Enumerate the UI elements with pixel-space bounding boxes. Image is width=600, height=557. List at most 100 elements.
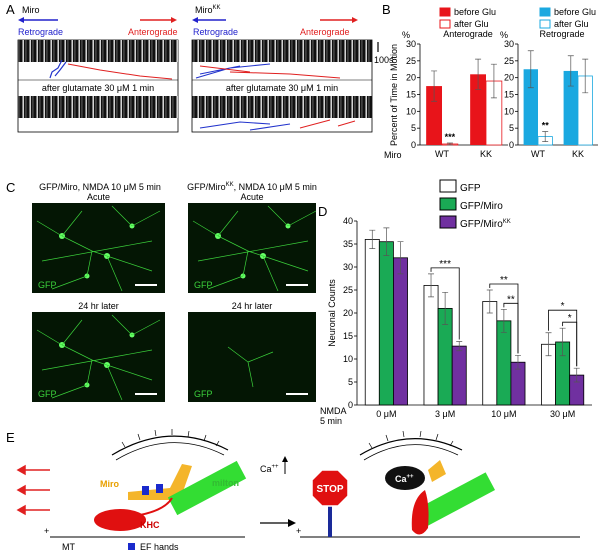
x-tick-label: KK xyxy=(480,149,492,159)
y-axis-title: Neuronal Counts xyxy=(327,279,337,347)
y-tick-label: 25 xyxy=(343,285,353,295)
y-axis-title: Percent of Time in Motion xyxy=(389,44,399,146)
bar xyxy=(563,70,578,145)
error-bar xyxy=(500,308,507,333)
error-bar xyxy=(475,58,482,90)
arrowhead xyxy=(192,17,198,23)
bar xyxy=(378,241,394,406)
direction-label: Retrograde xyxy=(193,27,238,37)
y-tick-label: 25 xyxy=(504,56,514,66)
micrograph xyxy=(188,312,316,402)
error-bar xyxy=(559,327,566,357)
direction-label: Retrograde xyxy=(18,27,63,37)
scale-label: 100s xyxy=(374,55,394,65)
x-tick-label: 30 μM xyxy=(550,409,575,419)
y-tick-label: 30 xyxy=(406,39,416,49)
y-tick-label: 30 xyxy=(343,262,353,272)
micrograph xyxy=(32,312,165,402)
x-tick-label: KK xyxy=(572,149,584,159)
error-bar xyxy=(490,63,497,99)
micrograph xyxy=(188,203,316,293)
y-tick-label: 0 xyxy=(411,140,416,150)
legend-label: before Glu xyxy=(454,7,496,17)
image-title: Acute xyxy=(240,192,263,202)
y-tick-label: 0 xyxy=(348,400,353,410)
image-column-title: GFP/Miro, NMDA 10 μM 5 min xyxy=(39,182,161,192)
image-title: Acute xyxy=(87,192,110,202)
legend-label: before Glu xyxy=(554,7,596,17)
legend-swatch xyxy=(439,197,457,211)
panel-letter: D xyxy=(318,204,327,219)
miro-label: Miro xyxy=(100,479,120,489)
image-label: GFP xyxy=(38,389,57,399)
ion: Ca xyxy=(260,464,272,474)
arrowhead xyxy=(18,17,24,23)
error-bar xyxy=(431,70,438,102)
significance: ** xyxy=(542,121,550,131)
panel-letter: A xyxy=(6,2,15,17)
image-label: GFP xyxy=(38,280,57,290)
panel-letter: B xyxy=(382,2,391,17)
significance: *** xyxy=(445,132,456,142)
condition-label: Miro xyxy=(22,5,40,15)
ion: Ca xyxy=(395,474,407,484)
legend-name: GFP/Miro xyxy=(460,219,503,230)
ion-label: Ca++ xyxy=(395,474,414,484)
ef-label: EF hands xyxy=(140,542,179,552)
bar xyxy=(451,345,467,406)
error-bar xyxy=(383,227,390,256)
error-bar xyxy=(369,229,376,249)
significance: *** xyxy=(439,259,451,270)
y-tick-label: 15 xyxy=(343,331,353,341)
polarity-label: + xyxy=(296,526,301,536)
bar xyxy=(393,257,408,406)
error-bar xyxy=(567,55,574,87)
image-title: 24 hr later xyxy=(78,301,119,311)
error-bar xyxy=(545,332,552,357)
image-label: GFP xyxy=(194,389,213,399)
x-tick-label: 0 μM xyxy=(376,409,396,419)
title-base: GFP/Miro xyxy=(187,182,226,192)
error-bar xyxy=(527,50,534,89)
x-tick-label: 10 μM xyxy=(491,409,516,419)
legend-name: after Glu xyxy=(554,19,589,29)
bar xyxy=(364,238,380,406)
error-bar xyxy=(442,291,449,325)
error-bar xyxy=(573,367,580,383)
significance: * xyxy=(561,301,565,312)
model-diagram: E + MT Miro milton KHC EF hands Ca++ + S… xyxy=(6,429,580,552)
x-tick-label: WT xyxy=(531,149,545,159)
kymograph: after glutamate 30 μM 1 min xyxy=(191,39,373,133)
legend-name: before Glu xyxy=(554,7,596,17)
bar xyxy=(426,86,442,145)
legend-label: GFP/Miro xyxy=(460,201,503,212)
y-tick-label: 30 xyxy=(504,39,514,49)
y-tick-label: 15 xyxy=(406,90,416,100)
ion-charge: ++ xyxy=(272,464,280,470)
significance-bracket xyxy=(503,302,519,354)
arrowhead xyxy=(171,17,177,23)
polarity-label: + xyxy=(44,526,49,536)
legend-swatch xyxy=(539,19,551,29)
label-base: Miro xyxy=(195,5,213,15)
error-bar xyxy=(397,241,404,275)
error-bar xyxy=(446,142,453,146)
significance: * xyxy=(568,313,572,324)
legend-swatch xyxy=(439,179,457,193)
legend-label: GFP/MiroKK xyxy=(460,219,511,230)
error-bar xyxy=(514,354,521,370)
error-bar xyxy=(428,273,435,298)
y-tick-label: 15 xyxy=(504,90,514,100)
kymograph-label: after glutamate 30 μM 1 min xyxy=(42,83,154,93)
y-tick-label: 40 xyxy=(343,216,353,226)
condition-label: MiroKK xyxy=(195,5,221,15)
y-tick-label: 5 xyxy=(411,123,416,133)
panel-letter: C xyxy=(6,180,15,195)
ion-charge: ++ xyxy=(407,474,415,480)
y-tick-label: 5 xyxy=(509,123,514,133)
y-unit: % xyxy=(402,30,410,40)
x-tick-label: 3 μM xyxy=(435,409,455,419)
group-label: Miro xyxy=(384,150,402,160)
error-bar xyxy=(542,131,549,142)
